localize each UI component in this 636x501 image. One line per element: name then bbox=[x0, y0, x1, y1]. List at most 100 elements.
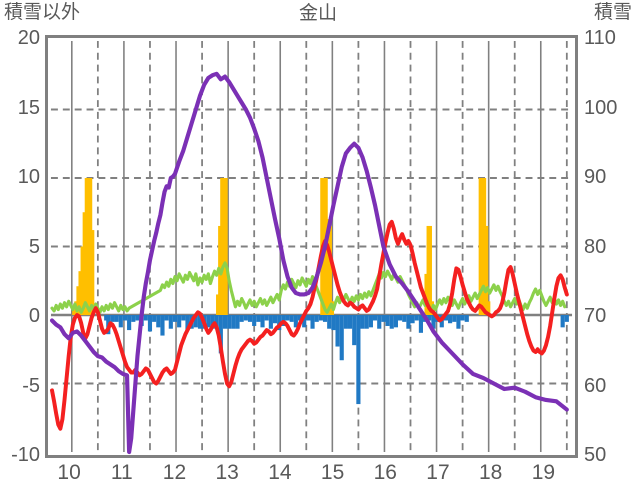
right-tick-50: 50 bbox=[584, 444, 607, 466]
blue-bars-bar bbox=[156, 315, 161, 328]
blue-bars-bar bbox=[239, 315, 244, 322]
blue-bars-bar bbox=[464, 315, 469, 322]
blue-bars-bar bbox=[218, 315, 223, 354]
blue-bars-bar bbox=[193, 315, 198, 328]
right-tick-70: 70 bbox=[584, 305, 607, 327]
orange-bars-snow-depth-bar bbox=[482, 225, 489, 316]
blue-bars-bar bbox=[297, 315, 303, 321]
x-tick-14: 14 bbox=[268, 461, 292, 484]
blue-bars-bar bbox=[389, 315, 394, 329]
x-tick-17: 17 bbox=[426, 461, 450, 484]
x-tick-10: 10 bbox=[57, 461, 81, 484]
x-tick-11: 11 bbox=[110, 461, 133, 484]
blue-bars-bar bbox=[302, 315, 307, 328]
blue-bars-bar bbox=[127, 315, 132, 331]
blue-bars-bar bbox=[414, 315, 419, 321]
blue-bars-bar bbox=[147, 315, 153, 332]
blue-bars-bar bbox=[135, 315, 140, 321]
left-tick--5: -5 bbox=[22, 374, 40, 397]
x-tick-16: 16 bbox=[373, 461, 397, 484]
blue-bars-bar bbox=[114, 315, 119, 322]
blue-bars-bar bbox=[231, 315, 236, 329]
blue-bars-bar bbox=[364, 315, 369, 329]
blue-bars-bar bbox=[143, 315, 148, 321]
orange-bars-snow-depth-bar bbox=[326, 225, 332, 316]
blue-bars-bar bbox=[293, 315, 298, 328]
blue-bars-bar bbox=[131, 315, 136, 322]
blue-bars-bar bbox=[247, 315, 253, 322]
blue-bars-bar bbox=[168, 315, 173, 329]
blue-bars-bar bbox=[347, 315, 353, 329]
blue-bars-bar bbox=[206, 315, 211, 328]
blue-bars-bar bbox=[327, 315, 332, 329]
blue-bars-bar bbox=[235, 315, 240, 329]
blue-bars-bar bbox=[385, 315, 390, 326]
chart-title: 金山 bbox=[298, 3, 337, 24]
blue-bars-bar bbox=[222, 315, 228, 329]
blue-bars-bar bbox=[272, 315, 278, 324]
blue-bars-bar bbox=[181, 315, 186, 321]
blue-bars-bar bbox=[260, 315, 265, 328]
x-tick-18: 18 bbox=[478, 461, 503, 484]
blue-bars-bar bbox=[372, 315, 378, 321]
x-tick-15: 15 bbox=[320, 461, 345, 484]
left-axis-title: 積雪以外 bbox=[4, 2, 81, 23]
blue-bars-bar bbox=[322, 315, 328, 322]
x-tick-12: 12 bbox=[162, 461, 187, 484]
blue-bars bbox=[104, 315, 569, 405]
orange-bars-snow-depth-bar bbox=[222, 177, 228, 316]
blue-bars-bar bbox=[164, 315, 169, 321]
blue-bars-bar bbox=[285, 315, 290, 321]
left-tick-15: 15 bbox=[17, 96, 40, 119]
right-tick-80: 80 bbox=[584, 235, 607, 258]
blue-bars-bar bbox=[356, 315, 361, 405]
blue-bars-bar bbox=[381, 315, 386, 322]
left-tick-20: 20 bbox=[17, 27, 40, 49]
blue-bars-bar bbox=[160, 315, 165, 336]
blue-bars-bar bbox=[456, 315, 461, 329]
blue-bars-bar bbox=[564, 315, 569, 322]
blue-bars-bar bbox=[406, 315, 411, 329]
blue-bars-bar bbox=[110, 315, 115, 322]
blue-bars-bar bbox=[360, 315, 365, 329]
right-tick-90: 90 bbox=[584, 166, 607, 188]
blue-bars-bar bbox=[343, 315, 348, 329]
orange-bars-snow-depth-bar bbox=[484, 301, 491, 316]
blue-bars-bar bbox=[252, 315, 257, 326]
right-axis-title: 積雪 bbox=[593, 2, 632, 23]
blue-bars-bar bbox=[368, 315, 373, 328]
blue-bars-bar bbox=[427, 315, 432, 321]
blue-bars-bar bbox=[268, 315, 273, 329]
blue-bars-bar bbox=[431, 315, 436, 329]
blue-bars-bar bbox=[118, 315, 123, 328]
blue-bars-bar bbox=[243, 315, 248, 321]
blue-bars-bar bbox=[289, 315, 294, 322]
x-tick-19: 19 bbox=[531, 461, 556, 484]
blue-bars-bar bbox=[335, 315, 340, 347]
blue-bars-bar bbox=[122, 315, 128, 321]
plot-area bbox=[45, 35, 578, 458]
blue-bars-bar bbox=[197, 315, 203, 329]
blue-bars-bar bbox=[452, 315, 457, 322]
right-tick-110: 110 bbox=[584, 27, 616, 49]
blue-bars-bar bbox=[410, 315, 415, 324]
blue-bars-bar bbox=[393, 315, 398, 328]
blue-bars-bar bbox=[418, 315, 424, 333]
orange-bars-snow-depth-bar bbox=[426, 225, 432, 316]
blue-bars-bar bbox=[460, 315, 465, 321]
blue-bars-bar bbox=[318, 315, 323, 321]
left-tick-0: 0 bbox=[28, 305, 40, 327]
left-tick-5: 5 bbox=[28, 235, 40, 258]
blue-bars-bar bbox=[352, 315, 357, 346]
blue-bars-bar bbox=[398, 315, 403, 321]
blue-bars-bar bbox=[310, 315, 315, 329]
blue-bars-bar bbox=[227, 315, 232, 329]
blue-bars-bar bbox=[177, 315, 182, 328]
blue-bars-bar bbox=[331, 315, 336, 331]
blue-bars-bar bbox=[402, 315, 407, 322]
blue-bars-bar bbox=[448, 315, 453, 324]
blue-bars-bar bbox=[104, 315, 109, 321]
blue-bars-bar bbox=[314, 315, 319, 322]
blue-bars-bar bbox=[339, 315, 344, 361]
